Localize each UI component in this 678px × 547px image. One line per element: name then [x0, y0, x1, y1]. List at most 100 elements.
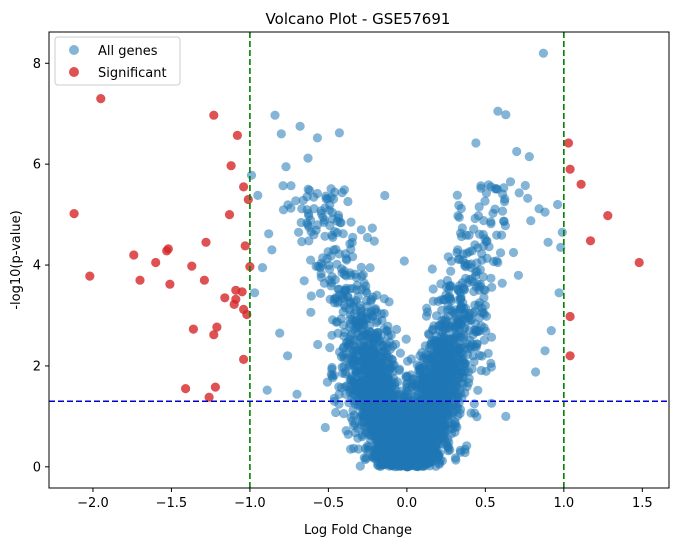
gene-point: [304, 222, 314, 232]
significant-point: [165, 279, 175, 289]
gene-point: [444, 437, 454, 447]
gene-point: [455, 372, 465, 382]
gene-point: [428, 284, 438, 294]
gene-point: [455, 445, 465, 455]
gene-point: [478, 272, 488, 282]
gene-point: [374, 391, 384, 401]
gene-point: [353, 291, 363, 302]
gene-point: [317, 260, 327, 271]
significant-point: [242, 309, 252, 320]
gene-point: [454, 212, 464, 222]
gene-point: [348, 232, 358, 242]
gene-point: [262, 385, 272, 395]
gene-point: [487, 398, 497, 408]
gene-point: [484, 180, 494, 190]
gene-point: [427, 264, 437, 274]
gene-point: [364, 442, 374, 452]
gene-point: [363, 363, 373, 373]
gene-point: [540, 207, 550, 217]
gene-point: [408, 451, 418, 461]
gene-point: [395, 348, 405, 358]
gene-point: [427, 353, 437, 363]
gene-point: [294, 227, 304, 237]
gene-point: [387, 417, 398, 427]
gene-point: [379, 294, 389, 304]
x-axis: −2.0 −1.5 −1.0 −0.5 0.0 0.5 1.0 1.5: [77, 488, 653, 511]
gene-point: [334, 128, 344, 138]
significant-point: [576, 179, 586, 189]
significant-point: [565, 164, 575, 174]
gene-point: [476, 183, 486, 193]
gene-point: [339, 342, 349, 352]
legend-marker-all-genes: [69, 45, 79, 55]
significant-point: [85, 271, 95, 281]
gene-point: [353, 400, 363, 410]
gene-point: [443, 355, 453, 365]
gene-point: [377, 315, 387, 325]
gene-point: [338, 368, 348, 378]
gene-point: [443, 293, 453, 303]
gene-point: [372, 409, 382, 419]
gene-point: [524, 152, 534, 162]
gene-point: [368, 292, 378, 302]
gene-point: [450, 381, 460, 391]
significant-point: [243, 194, 253, 205]
y-axis-label: -log10(p-value): [9, 210, 24, 309]
legend-label-significant: Significant: [98, 66, 167, 81]
gene-point: [462, 382, 472, 392]
gene-point: [370, 359, 380, 369]
gene-point: [434, 388, 444, 398]
gene-point: [443, 383, 453, 393]
gene-point: [422, 303, 432, 313]
gene-point: [401, 460, 411, 471]
gene-point: [490, 204, 500, 214]
gene-point: [430, 398, 440, 408]
gene-point: [445, 341, 455, 351]
gene-point: [352, 368, 362, 378]
gene-point: [296, 217, 306, 228]
significant-point: [229, 299, 239, 309]
gene-point: [325, 264, 335, 274]
gene-point: [406, 354, 416, 364]
significant-point: [181, 384, 191, 394]
gene-point: [453, 411, 463, 421]
gene-point: [434, 358, 444, 369]
gene-point: [362, 232, 373, 243]
gene-point: [501, 411, 511, 421]
gene-point: [380, 347, 390, 357]
gene-point: [394, 365, 404, 376]
significant-point: [209, 110, 219, 120]
gene-point: [472, 339, 482, 349]
significant-point: [151, 257, 161, 268]
gene-point: [361, 411, 371, 422]
gene-point: [462, 350, 472, 360]
gene-point: [479, 335, 489, 345]
gene-point: [340, 270, 350, 280]
significant-point: [188, 324, 198, 334]
gene-point: [303, 153, 313, 163]
gene-point: [460, 323, 470, 333]
gene-point: [373, 327, 383, 337]
gene-point: [346, 444, 356, 454]
gene-point: [275, 328, 285, 338]
gene-point: [417, 455, 427, 465]
gene-point: [331, 317, 341, 327]
gene-point: [454, 339, 464, 349]
gene-point: [297, 237, 307, 247]
significant-point: [210, 382, 220, 392]
gene-point: [325, 343, 335, 353]
gene-point: [431, 311, 442, 321]
gene-point: [367, 223, 377, 233]
gene-point: [557, 227, 567, 237]
significant-point: [209, 330, 219, 340]
gene-point: [454, 398, 464, 408]
gene-point: [356, 225, 366, 235]
gene-point: [283, 351, 293, 361]
gene-point: [531, 367, 541, 377]
gene-point: [349, 420, 359, 431]
gene-point: [329, 396, 339, 406]
gene-point: [281, 162, 291, 172]
plot-area: [48, 31, 670, 489]
x-axis-label: Log Fold Change: [304, 523, 412, 538]
